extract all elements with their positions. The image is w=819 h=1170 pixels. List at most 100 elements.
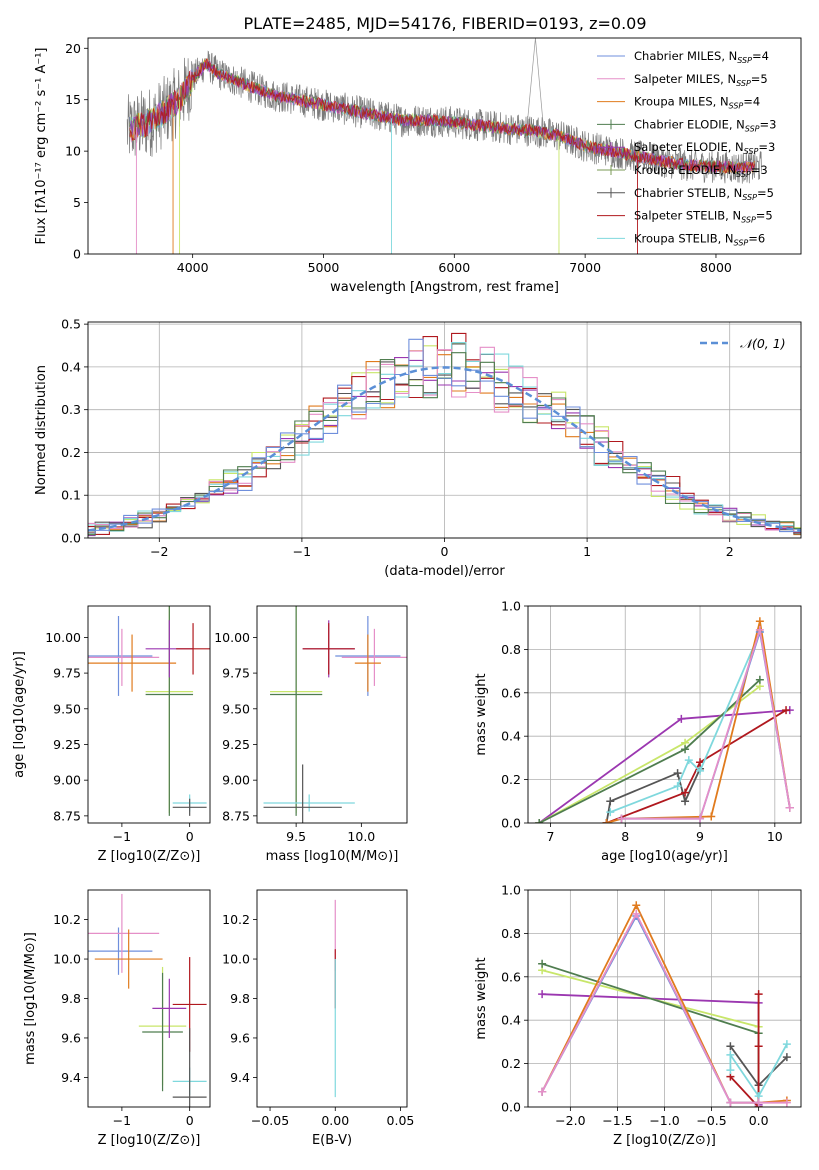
y-axis-label: mass weight: [474, 957, 489, 1039]
histogram-purple: [88, 357, 801, 537]
spectrum-legend: Chabrier MILES, NSSP=4 Salpeter MILES, NS…: [597, 49, 776, 247]
x-tick-label: 5000: [308, 260, 340, 275]
plot-frame: [527, 889, 802, 1108]
weight-marker: [782, 1053, 791, 1062]
plot-frame: [256, 889, 408, 1108]
y-tick-label: 0.3: [61, 402, 81, 417]
weight-series-green: [541, 962, 760, 1107]
weights-weight_vs_age: [535, 617, 794, 823]
weight-series-red: [729, 994, 760, 1107]
y-tick-label: 9.4: [230, 1070, 250, 1085]
weight-series-purple: [542, 993, 760, 1105]
x-axis-label: Z [log10(Z/Z⊙)]: [98, 849, 201, 864]
weight-marker: [755, 625, 764, 634]
weight-marker: [755, 617, 764, 626]
emission-line: [527, 38, 544, 126]
weight-marker: [726, 1042, 735, 1051]
y-tick-label: 8.75: [222, 808, 250, 823]
y-tick-label: 0.0: [501, 1100, 521, 1115]
x-tick-label: 8000: [700, 260, 732, 275]
x-tick-label: −2: [150, 544, 168, 559]
x-tick-label: 8: [621, 829, 629, 844]
y-tick-label: 9.8: [61, 991, 81, 1006]
x-tick-label: 10.0: [347, 829, 375, 844]
y-tick-label: 5: [73, 195, 81, 210]
x-tick-label: 4000: [177, 260, 209, 275]
y-tick-label: 0.4: [501, 729, 521, 744]
weight-marker: [617, 814, 626, 823]
axes-spectrum: 4000 5000 6000 7000 8000 0 5 10 15 20 wavelength […: [34, 41, 732, 295]
y-tick-label: 20: [65, 41, 81, 56]
x-tick-label: −1.5: [602, 1113, 632, 1128]
weight-marker: [602, 819, 611, 823]
axes-residuals: −2 −1 0 1 2 0.0 0.1 0.2 0.3 0.4 0.5 (data-model)/er…: [34, 317, 801, 579]
y-tick-label: 0.6: [501, 685, 521, 700]
weight-marker: [681, 797, 690, 806]
x-tick-label: 0: [186, 1113, 194, 1128]
weight-marker: [673, 782, 682, 791]
histograms: [88, 332, 801, 537]
x-axis-label: Z [log10(Z/Z⊙)]: [98, 1133, 201, 1148]
legend-label: Chabrier ELODIE, NSSP=3: [634, 117, 776, 133]
legend-label: Chabrier STELIB, NSSP=5: [634, 186, 774, 202]
x-axis-label: mass [log10(M/M⊙)]: [266, 849, 399, 864]
x-axis-label: (data-model)/error: [384, 564, 505, 579]
y-tick-label: 9.25: [222, 737, 250, 752]
axes-mass_vs_Z: −1 0 9.4 9.6 9.8 10.0 10.2 Z [log10(Z/Z⊙)] mass …: [23, 912, 200, 1148]
legend-label: Kroupa STELIB, NSSP=6: [634, 231, 765, 247]
y-tick-label: 10.2: [222, 912, 250, 927]
weight-marker: [754, 1042, 763, 1051]
y-tick-label: 9.75: [53, 666, 81, 681]
plot-frame: [87, 37, 802, 255]
x-tick-label: 2: [726, 544, 734, 559]
weight-marker: [632, 909, 641, 918]
x-tick-label: −1.0: [649, 1113, 679, 1128]
y-tick-label: 9.4: [61, 1070, 81, 1085]
y-tick-label: 0.5: [61, 317, 81, 332]
x-tick-label: 7000: [569, 260, 601, 275]
x-tick-label: 10: [767, 829, 783, 844]
y-tick-label: 0.2: [501, 772, 521, 787]
spectrum-lines: [126, 38, 762, 254]
errorbars-mass_vs_Z: [88, 893, 207, 1107]
normal-curve: [88, 366, 801, 532]
weight-marker: [754, 990, 763, 999]
plot-frame: [527, 605, 802, 824]
x-tick-label: 9.5: [286, 829, 306, 844]
weight-marker: [782, 1098, 791, 1107]
weight-marker: [755, 675, 764, 684]
x-tick-label: −0.05: [251, 1113, 289, 1128]
y-tick-label: 10.00: [45, 630, 81, 645]
weight-marker: [726, 1050, 735, 1059]
y-tick-label: 1.0: [501, 883, 521, 898]
y-tick-label: 10.0: [53, 952, 81, 967]
y-tick-label: 0.8: [501, 926, 521, 941]
x-axis-label: wavelength [Angstrom, rest frame]: [330, 280, 559, 295]
x-tick-label: 7: [546, 829, 554, 844]
x-axis-label: Z [log10(Z/Z⊙)]: [613, 1133, 716, 1148]
weight-marker: [696, 814, 705, 823]
plot-frame: [87, 889, 211, 1108]
legend-label: Salpeter STELIB, NSSP=5: [634, 209, 773, 225]
weight-marker: [632, 901, 641, 910]
histogram-pink: [88, 346, 801, 533]
weight-marker: [606, 808, 615, 817]
y-axis-label: Flux [fλ10⁻¹⁷ erg cm⁻² s⁻¹ A⁻¹]: [34, 48, 49, 245]
weight-series-red: [606, 709, 787, 823]
y-tick-label: 10.00: [214, 630, 250, 645]
weight-marker: [673, 769, 682, 778]
y-tick-label: 0.1: [61, 488, 81, 503]
legend-label: Salpeter ELODIE, NSSP=3: [634, 140, 775, 156]
legend-label: 𝒩(0, 1): [740, 336, 786, 351]
weight-series-cyan: [729, 1043, 788, 1098]
y-tick-label: 9.25: [53, 737, 81, 752]
plot-frame: [87, 321, 802, 539]
weight-marker: [681, 745, 690, 754]
y-axis-label: mass [log10(M/M⊙)]: [23, 932, 38, 1065]
y-tick-label: 0.0: [61, 531, 81, 546]
weight-marker: [726, 1066, 735, 1075]
axes-age_vs_Z: −1 0 8.75 9.00 9.25 9.50 9.75 10.00 Z [log10(Z/Z…: [12, 630, 200, 864]
axes-weight_vs_Z: −2.0 −1.5 −1.0 −0.5 0.0 0.0 0.2 0.4 0.6 0.8 1.0 Z […: [474, 883, 801, 1148]
y-tick-label: 0.2: [61, 445, 81, 460]
x-tick-label: 0.00: [321, 1113, 349, 1128]
